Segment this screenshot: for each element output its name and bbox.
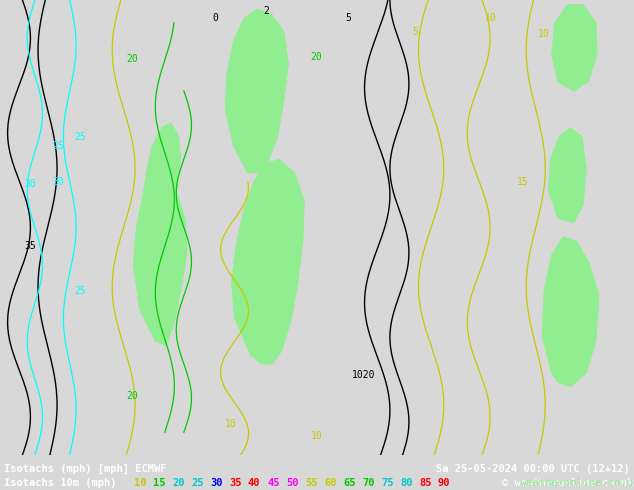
Text: 10: 10 [485,13,497,23]
Text: Isotachs 10m (mph): Isotachs 10m (mph) [4,478,117,488]
Text: 10: 10 [311,431,323,441]
Text: 25: 25 [52,141,64,150]
Text: 90: 90 [438,478,451,488]
Text: 25: 25 [75,131,87,142]
Text: 85: 85 [419,478,432,488]
Text: 20: 20 [127,391,139,401]
Polygon shape [231,159,304,364]
Text: 5: 5 [346,13,351,23]
Text: 25: 25 [191,478,204,488]
Text: 35: 35 [24,241,36,251]
Polygon shape [225,9,288,173]
Text: 5: 5 [412,27,418,37]
Text: 2: 2 [263,6,269,16]
Text: © weatheronline.co.uk: © weatheronline.co.uk [502,478,633,488]
Text: 50: 50 [286,478,299,488]
Text: 70: 70 [362,478,375,488]
Text: 20: 20 [172,478,184,488]
Text: 30: 30 [210,478,223,488]
Text: Isotachs (mph) [mph] ECMWF: Isotachs (mph) [mph] ECMWF [4,464,167,474]
Text: 65: 65 [343,478,356,488]
Text: 15: 15 [517,177,529,187]
Text: 20: 20 [127,54,139,64]
Text: 45: 45 [267,478,280,488]
Text: 1020: 1020 [352,370,375,380]
Text: 10: 10 [538,29,550,39]
Text: 75: 75 [381,478,394,488]
Text: 55: 55 [305,478,318,488]
Polygon shape [548,127,586,223]
Text: 35: 35 [229,478,242,488]
Text: 20: 20 [311,52,323,62]
Polygon shape [552,4,597,91]
Text: 25: 25 [75,286,87,296]
Text: 80: 80 [400,478,413,488]
Text: weatheronline.co.uk: weatheronline.co.uk [514,478,634,488]
Text: 60: 60 [324,478,337,488]
Polygon shape [542,237,599,387]
Polygon shape [133,123,187,346]
Text: 0: 0 [212,13,218,23]
Text: 15: 15 [153,478,165,488]
Text: 10: 10 [134,478,146,488]
Text: 40: 40 [248,478,261,488]
Text: 30: 30 [52,177,64,187]
Text: 10: 10 [225,419,237,429]
Text: 30: 30 [24,179,36,189]
Text: Sa 25-05-2024 00:00 UTC (12+12): Sa 25-05-2024 00:00 UTC (12+12) [436,464,630,474]
